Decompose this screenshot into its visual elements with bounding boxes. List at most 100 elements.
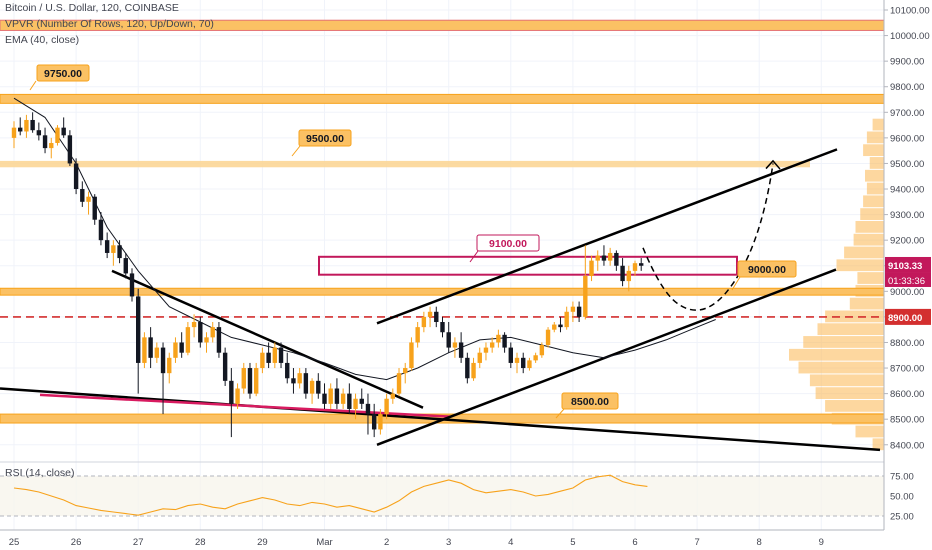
price-tick-label: 10100.00 [890,6,930,17]
candle-body [639,263,644,266]
candle-body [42,135,48,149]
volume-profile-bar [815,387,884,400]
candle-body [483,347,489,353]
candle-body [167,357,172,374]
volume-profile-bar [866,182,884,195]
level-band-9500 [0,160,810,168]
price-tick-label: 8500.00 [890,415,924,426]
volume-profile-bar [857,272,884,284]
tag-8500-leader [555,408,565,419]
candle-body [576,306,582,317]
candle-body [98,219,104,241]
candle-body [136,296,141,363]
candle-body [378,414,383,430]
price-tick-label: 9300.00 [890,210,924,221]
candle-body [446,332,451,348]
time-axis: 25 26 27 28 29 Mar 2 3 4 5 6 7 8 9 [0,529,884,548]
countdown-tag-bg [885,272,931,287]
candle-body [229,380,234,404]
tag-9100: 9100.00 [489,238,527,250]
pink-support-line [39,393,451,418]
candle-body [148,337,153,358]
candle-body [539,345,545,356]
candle-body [458,342,464,358]
volume-profile-bar [863,144,884,157]
candle-body [334,388,340,404]
volume-profile-bar [869,157,884,169]
arrow-head [765,159,781,170]
candle-body [390,393,396,399]
candle-body [154,347,160,358]
rsi-tick-label: 25.00 [890,512,914,523]
time-tick-label: 29 [257,537,268,548]
tag-9000-box [737,260,797,278]
candle-body [123,258,128,274]
time-tick-label: 25 [9,537,20,548]
tag-8500-box [561,392,619,410]
candle-body [235,388,240,404]
volume-profile-bar [803,336,884,348]
candle-body [527,360,532,369]
candle-body [285,362,290,379]
candle-body [384,398,389,415]
candle-body [403,368,408,374]
volume-profile-bar [863,195,884,208]
candle-body [427,311,433,317]
candle-body [340,393,346,404]
volume-profile-bar [825,400,884,412]
tag-9500: 9500.00 [306,133,344,145]
price-tick-label: 9900.00 [890,57,924,68]
candle-body [570,306,576,312]
price-tick-label: 8400.00 [890,440,924,451]
tag-9000: 9000.00 [748,264,786,276]
candle-body [142,337,147,363]
candle-body [160,347,166,374]
price-axis: 10100.00 10000.00 9900.00 9800.00 9700.00 960… [883,0,932,550]
level-band-9750 [0,93,885,104]
tag-9500-leader [291,145,301,157]
candle-body [253,368,259,394]
rsi-line [13,474,648,516]
time-tick-label: 27 [133,537,144,548]
candle-body [278,347,284,363]
candle-body [210,327,215,338]
tag-9100-leader [469,250,479,263]
candle-body [111,245,116,253]
candle-body [36,130,42,136]
volume-profile [789,118,884,451]
candle-body [471,362,476,379]
tag-8500: 8500.00 [571,396,609,408]
candle-body [198,322,203,343]
candle-body [185,327,191,353]
price-tick-label: 8700.00 [890,364,924,375]
candle-body [241,368,246,389]
tag-9000-leader [731,276,741,291]
price-tick-label: 9000.00 [890,287,924,298]
volume-profile-bar [872,438,884,451]
candle-body [552,324,557,330]
candle-body [365,403,371,415]
candle-body [67,135,73,164]
countdown-tag: 01:33:36 [888,276,925,287]
volume-profile-bar [817,323,884,336]
candle-body [347,393,352,409]
candle-body [452,342,458,348]
candle-body [322,393,327,404]
time-tick-label: 8 [757,537,762,548]
candle-body [440,322,445,333]
volume-profile-bar [798,361,884,374]
candle-body [303,373,309,394]
volume-profile-bar [789,348,884,361]
volume-profile-bar [844,246,884,259]
candle-body [18,127,23,132]
price-tick-label: 8800.00 [890,338,924,349]
volume-profile-bar [866,131,884,144]
price-tick-label: 9400.00 [890,185,924,196]
candle-body [104,240,110,253]
long-downtrend-line [0,387,881,452]
candle-body [583,275,588,317]
candle-body [30,119,35,131]
candle-body [589,260,594,276]
price-tick-label: 9800.00 [890,82,924,93]
